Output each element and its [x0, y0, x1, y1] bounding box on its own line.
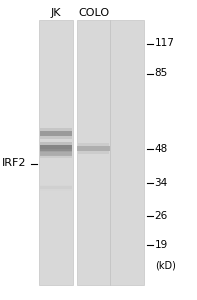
Bar	[40, 186, 72, 189]
Text: 19: 19	[155, 239, 168, 250]
Text: 34: 34	[155, 178, 168, 188]
Bar	[39, 20, 73, 285]
Text: 48: 48	[155, 143, 168, 154]
Bar	[78, 143, 109, 154]
Bar	[110, 20, 144, 285]
Text: COLO: COLO	[78, 8, 109, 17]
Bar	[40, 142, 72, 155]
Text: IRF2: IRF2	[2, 158, 26, 169]
Bar	[77, 20, 110, 285]
Text: 117: 117	[155, 38, 175, 49]
Bar	[40, 184, 72, 190]
Bar	[40, 131, 72, 136]
Bar	[40, 145, 72, 152]
Text: 85: 85	[155, 68, 168, 79]
Bar	[77, 146, 110, 151]
Text: JK: JK	[51, 8, 61, 17]
Bar	[40, 149, 72, 158]
Text: 26: 26	[155, 211, 168, 221]
Bar	[40, 151, 72, 156]
Text: (kD): (kD)	[155, 260, 176, 271]
Bar	[40, 128, 72, 139]
